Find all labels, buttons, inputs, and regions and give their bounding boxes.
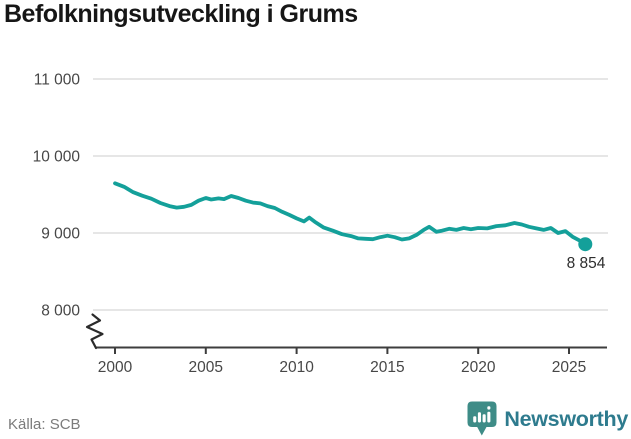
svg-text:2010: 2010 [279,359,314,376]
x-axis: 2000 2005 2010 2015 2020 2025 [95,346,607,376]
end-point-dot [578,237,593,252]
svg-text:2005: 2005 [189,359,223,376]
svg-text:2025: 2025 [552,359,586,376]
svg-text:9 000: 9 000 [41,226,80,243]
end-point-value-label: 8 854 [567,255,606,272]
svg-text:2015: 2015 [370,359,404,376]
svg-text:2020: 2020 [461,359,496,376]
gridlines [93,78,608,311]
brand-wordmark: Newsworthy [504,406,628,431]
newsworthy-badge-bar-chart-icon [467,401,497,436]
y-axis-labels: 8 000 9 000 10 000 11 000 [33,72,81,320]
source-note: Källa: SCB [8,416,81,433]
page-title: Befolkningsutveckling i Grums [4,0,358,28]
svg-text:10 000: 10 000 [33,149,81,166]
newsworthy-logo: Newsworthy [467,401,628,437]
svg-text:2000: 2000 [98,359,133,376]
y-axis-break-icon [85,313,104,350]
population-series-line [113,181,588,247]
svg-text:8 000: 8 000 [41,303,80,320]
svg-text:11 000: 11 000 [34,72,81,89]
